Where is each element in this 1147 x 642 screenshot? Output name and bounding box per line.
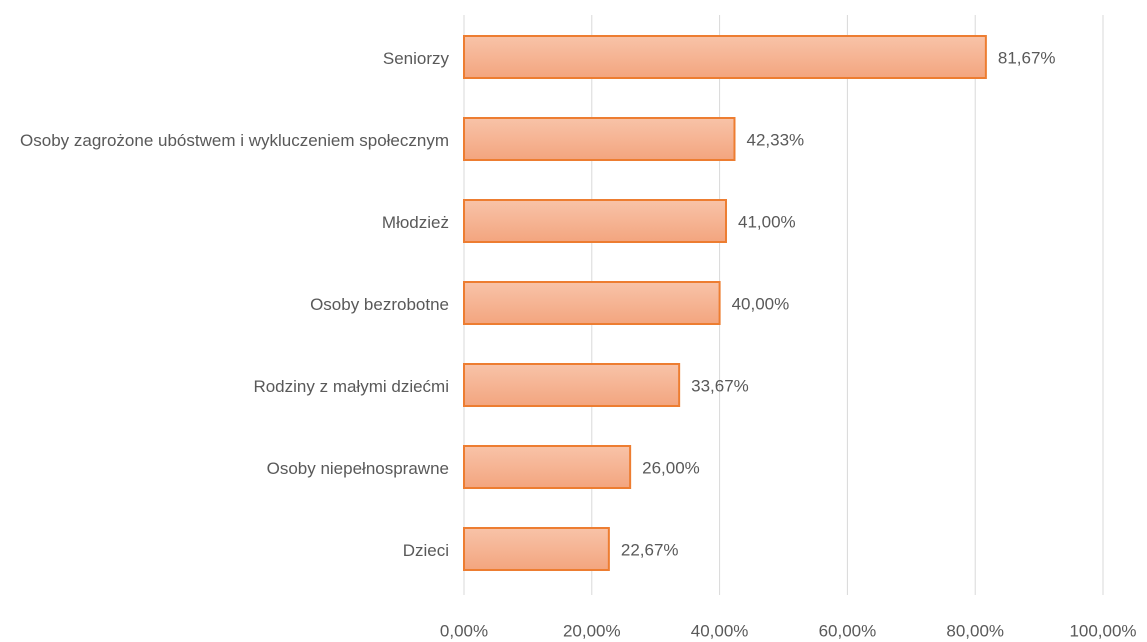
value-label: 42,33% (746, 130, 804, 149)
bar (463, 445, 632, 489)
bar (463, 281, 721, 325)
bar (463, 363, 681, 407)
bar (463, 35, 987, 79)
x-tick-label: 0,00% (440, 621, 488, 640)
x-tick-label: 60,00% (819, 621, 877, 640)
value-label: 22,67% (621, 540, 679, 559)
x-tick-label: 20,00% (563, 621, 621, 640)
value-label: 33,67% (691, 376, 749, 395)
value-label: 40,00% (732, 294, 790, 313)
value-label: 26,00% (642, 458, 700, 477)
category-label: Młodzież (381, 213, 449, 232)
x-tick-label: 80,00% (946, 621, 1004, 640)
x-tick-label: 100,00% (1069, 621, 1136, 640)
category-label: Dzieci (402, 541, 449, 560)
category-label: Osoby bezrobotne (310, 295, 449, 314)
category-label: Osoby niepełnosprawne (266, 459, 449, 478)
category-label: Rodziny z małymi dziećmi (253, 377, 449, 396)
bar (463, 117, 736, 161)
value-label: 41,00% (738, 212, 796, 231)
bar (463, 527, 610, 571)
category-label: Osoby zagrożone ubóstwem i wykluczeniem … (20, 131, 449, 150)
value-label: 81,67% (998, 48, 1056, 67)
category-label: Seniorzy (382, 49, 449, 68)
bar (463, 199, 727, 243)
x-tick-label: 40,00% (691, 621, 749, 640)
